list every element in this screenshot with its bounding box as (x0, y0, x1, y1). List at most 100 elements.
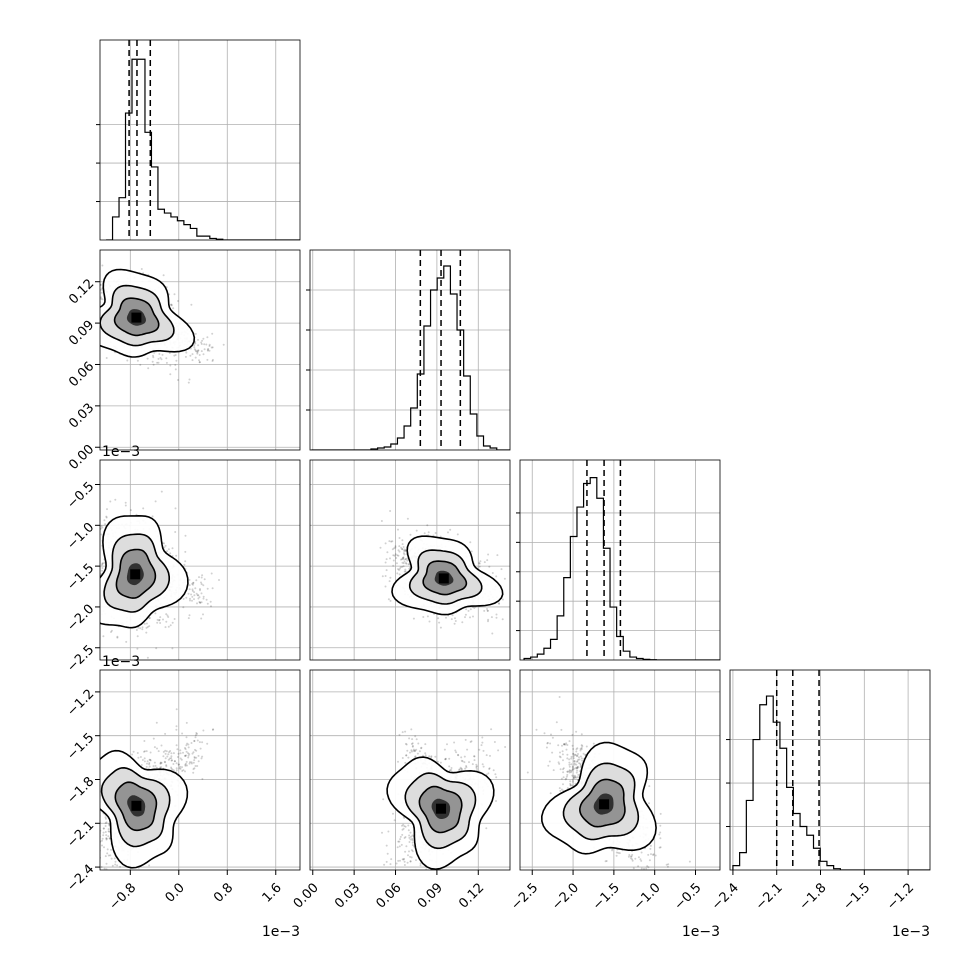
sample-point (86, 349, 88, 351)
sample-point (424, 532, 426, 534)
sample-point (191, 596, 193, 598)
sample-point (101, 840, 103, 842)
sample-point (95, 469, 97, 471)
sample-point (103, 832, 105, 834)
sample-point (180, 752, 182, 754)
sample-point (447, 531, 449, 533)
sample-point (388, 598, 390, 600)
pair-panel-1-3 (310, 670, 510, 888)
histogram-panel-1 (306, 250, 510, 450)
sample-point (176, 725, 178, 727)
sample-point (146, 623, 148, 625)
sample-point (175, 507, 177, 509)
sample-point (400, 566, 402, 568)
sample-point (406, 560, 408, 562)
sample-point (97, 298, 99, 300)
histogram-step (106, 59, 301, 240)
sample-point (487, 554, 489, 556)
sample-point (398, 549, 400, 551)
sample-point (502, 599, 504, 601)
sample-point (209, 350, 211, 352)
sample-point (191, 742, 193, 744)
sample-point (402, 548, 404, 550)
sample-point (98, 592, 100, 594)
sample-point (146, 750, 148, 752)
sample-point (201, 350, 203, 352)
sample-point (97, 538, 99, 540)
sample-point (98, 567, 100, 569)
sample-point (387, 853, 389, 855)
sample-point (93, 535, 95, 537)
sample-point (404, 861, 406, 863)
sample-point (172, 763, 174, 765)
pair-panel-0-1 (57, 250, 300, 450)
sample-point (202, 613, 204, 615)
sample-point (171, 647, 173, 649)
sample-point (455, 620, 457, 622)
sample-point (183, 564, 185, 566)
sample-point (175, 354, 177, 356)
sample-point (101, 534, 103, 536)
sample-point (193, 759, 195, 761)
sample-point (426, 524, 428, 526)
sample-point (169, 552, 171, 554)
sample-point (94, 560, 96, 562)
sample-point (195, 734, 197, 736)
sample-point (195, 765, 197, 767)
sample-point (193, 767, 195, 769)
sample-point (133, 751, 135, 753)
sample-point (93, 314, 95, 316)
sample-point (181, 733, 183, 735)
sample-point (389, 557, 391, 559)
sample-point (206, 359, 208, 361)
sample-point (144, 760, 146, 762)
sample-point (65, 283, 67, 285)
sample-point (96, 318, 98, 320)
sample-point (97, 532, 99, 534)
sample-point (163, 547, 165, 549)
sample-point (424, 743, 426, 745)
sample-point (437, 617, 439, 619)
sample-point (116, 864, 118, 866)
sample-point (185, 535, 187, 537)
sample-point (108, 855, 110, 857)
sample-point (195, 736, 197, 738)
sample-point (188, 617, 190, 619)
sample-point (155, 500, 157, 502)
sample-point (95, 832, 97, 834)
sample-point (95, 543, 97, 545)
sample-point (404, 571, 406, 573)
sample-point (143, 740, 145, 742)
sample-point (140, 756, 142, 758)
sample-point (381, 832, 383, 834)
sample-point (137, 881, 139, 883)
sample-point (114, 499, 116, 501)
sample-point (399, 573, 401, 575)
sample-point (385, 562, 387, 564)
sample-point (416, 530, 418, 532)
sample-point (451, 618, 453, 620)
sample-point (112, 865, 114, 867)
sample-point (170, 757, 172, 759)
sample-point (105, 516, 107, 518)
sample-point (403, 552, 405, 554)
sample-point (164, 750, 166, 752)
histogram-panel-3 (726, 670, 934, 870)
sample-point (396, 562, 398, 564)
sample-point (105, 831, 107, 833)
sample-point (154, 612, 156, 614)
sample-point (410, 728, 412, 730)
sample-point (201, 756, 203, 758)
sample-point (141, 628, 143, 630)
sample-point (206, 743, 208, 745)
sample-point (165, 764, 167, 766)
sample-point (199, 741, 201, 743)
sample-point (159, 616, 161, 618)
sample-point (105, 834, 107, 836)
sample-point (211, 573, 213, 575)
sample-point (182, 752, 184, 754)
sample-point (199, 589, 201, 591)
sample-point (148, 625, 150, 627)
sample-point (161, 491, 163, 493)
sample-point (158, 750, 160, 752)
